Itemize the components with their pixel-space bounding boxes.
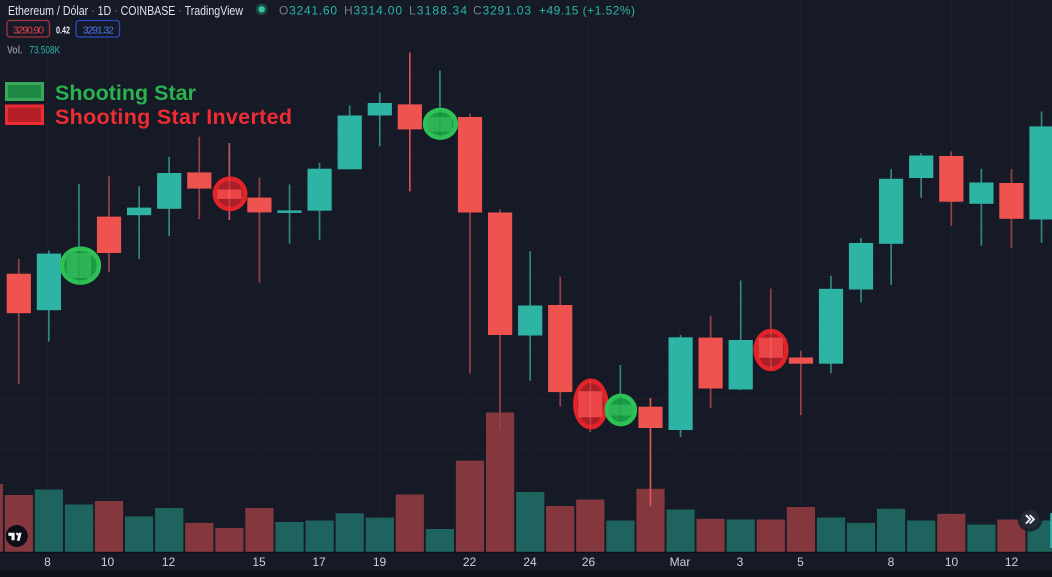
svg-text:Vol.: Vol.: [7, 45, 23, 57]
svg-text:H3314.00: H3314.00: [344, 4, 402, 18]
svg-text:73.508K: 73.508K: [29, 45, 60, 57]
svg-text:10: 10: [945, 555, 959, 569]
svg-text:26: 26: [582, 555, 596, 569]
svg-text:L3188.34: L3188.34: [409, 4, 467, 18]
svg-text:0.42: 0.42: [56, 26, 70, 37]
svg-text:17: 17: [312, 555, 326, 569]
svg-text:C3291.03: C3291.03: [473, 4, 531, 18]
svg-text:Shooting Star: Shooting Star: [55, 81, 197, 105]
svg-text:8: 8: [44, 555, 51, 569]
svg-text:24: 24: [523, 555, 537, 569]
svg-text:8: 8: [888, 555, 895, 569]
svg-text:Mar: Mar: [670, 555, 691, 569]
svg-text:+49.15 (+1.52%): +49.15 (+1.52%): [539, 4, 635, 18]
svg-text:3291.32: 3291.32: [83, 25, 114, 37]
svg-text:12: 12: [1005, 555, 1019, 569]
svg-text:5: 5: [797, 555, 804, 569]
svg-text:10: 10: [101, 555, 115, 569]
svg-text:3290.90: 3290.90: [13, 25, 44, 37]
svg-text:15: 15: [252, 555, 266, 569]
svg-text:O3241.60: O3241.60: [279, 4, 337, 18]
svg-text:22: 22: [463, 555, 477, 569]
svg-text:12: 12: [162, 555, 176, 569]
svg-text:19: 19: [373, 555, 387, 569]
svg-text:Shooting Star Inverted: Shooting Star Inverted: [55, 105, 292, 129]
svg-text:Ethereum / Dólar · 1D · COINBA: Ethereum / Dólar · 1D · COINBASE · Tradi…: [8, 3, 243, 18]
svg-text:3: 3: [737, 555, 744, 569]
